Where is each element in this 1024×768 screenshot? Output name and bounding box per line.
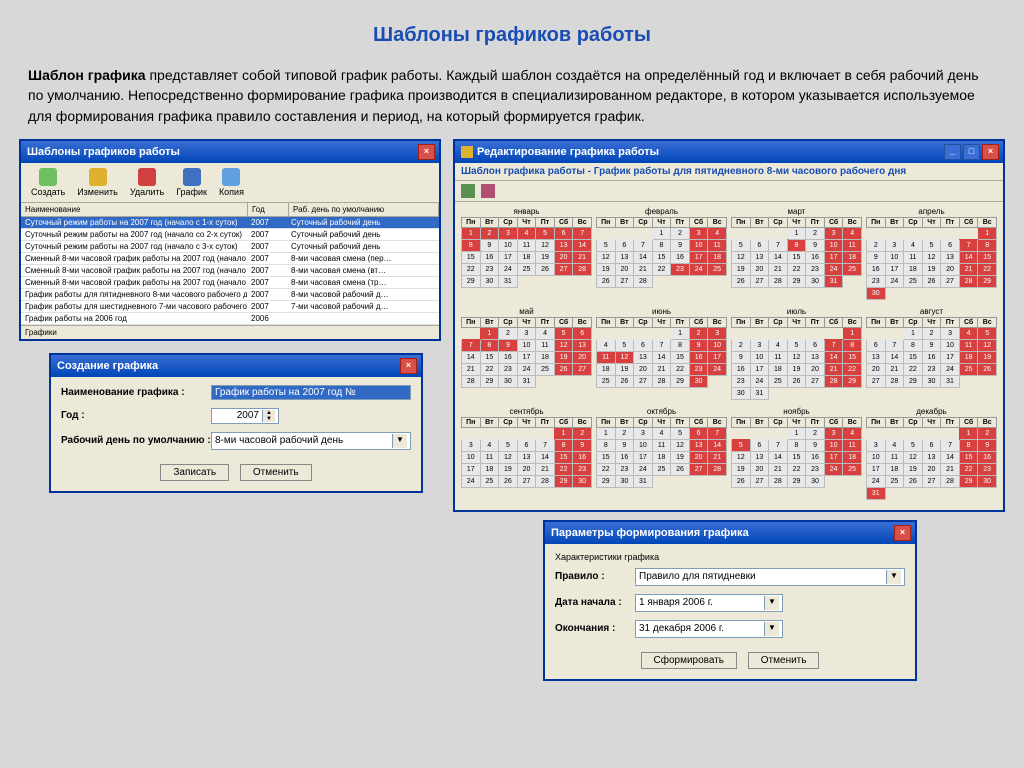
- chevron-down-icon[interactable]: ▼: [764, 596, 779, 610]
- create-titlebar[interactable]: Создание графика ×: [51, 355, 421, 377]
- templates-table: Наименование Год Раб. день по умолчанию …: [21, 203, 439, 325]
- editor-window: Редактирование графика работы _ □ × Шабл…: [454, 140, 1004, 511]
- label-name: Наименование графика :: [61, 387, 211, 398]
- table-row[interactable]: Суточный режим работы на 2007 год (начал…: [21, 229, 439, 241]
- templates-titlebar[interactable]: Шаблоны графиков работы ×: [21, 141, 439, 163]
- month-июнь: июньПнВтСрЧтПтСбВс1234567891011121314151…: [596, 306, 727, 400]
- status-bar: Графики: [21, 325, 439, 339]
- create-dialog: Создание графика × Наименование графика …: [50, 354, 422, 492]
- tool-icon[interactable]: [481, 184, 495, 198]
- rule-select[interactable]: Правило для пятидневки ▼: [635, 568, 905, 586]
- toolbar-Изменить[interactable]: Изменить: [71, 166, 124, 199]
- params-subtitle: Характеристики графика: [555, 552, 905, 562]
- label-default-day: Рабочий день по умолчанию :: [61, 435, 211, 446]
- cancel-button[interactable]: Отменить: [748, 652, 820, 669]
- col-year[interactable]: Год: [248, 203, 289, 216]
- table-row[interactable]: Суточный режим работы на 2007 год (начал…: [21, 241, 439, 253]
- editor-desc: Шаблон графика работы - График работы дл…: [455, 163, 1003, 181]
- description: Шаблон графика представляет собой типово…: [0, 65, 1024, 140]
- chevron-down-icon[interactable]: ▼: [764, 622, 779, 636]
- month-февраль: февральПнВтСрЧтПтСбВс1234567891011121314…: [596, 206, 727, 300]
- label-year: Год :: [61, 410, 211, 421]
- params-dialog: Параметры формирования графика × Характе…: [544, 521, 916, 680]
- maximize-icon[interactable]: □: [963, 144, 980, 160]
- toolbar-Удалить[interactable]: Удалить: [124, 166, 170, 199]
- name-input[interactable]: График работы на 2007 год №: [211, 385, 411, 400]
- templates-window: Шаблоны графиков работы × СоздатьИзменит…: [20, 140, 440, 340]
- params-titlebar[interactable]: Параметры формирования графика ×: [545, 522, 915, 544]
- label-rule: Правило :: [555, 571, 635, 582]
- table-row[interactable]: Сменный 8-ми часовой график работы на 20…: [21, 277, 439, 289]
- label-end: Окончания :: [555, 623, 635, 634]
- toolbar-Копия[interactable]: Копия: [213, 166, 250, 199]
- page-title: Шаблоны графиков работы: [0, 0, 1024, 65]
- toolbar-График[interactable]: График: [170, 166, 213, 199]
- minimize-icon[interactable]: _: [944, 144, 961, 160]
- month-август: августПнВтСрЧтПтСбВс12345678910111213141…: [866, 306, 997, 400]
- chevron-down-icon[interactable]: ▼: [886, 570, 901, 584]
- month-май: майПнВтСрЧтПтСбВс12345678910111213141516…: [461, 306, 592, 400]
- cancel-button[interactable]: Отменить: [240, 464, 312, 481]
- col-day[interactable]: Раб. день по умолчанию: [289, 203, 439, 216]
- table-row[interactable]: Сменный 8-ми часовой график работы на 20…: [21, 253, 439, 265]
- close-icon[interactable]: ×: [418, 144, 435, 160]
- month-декабрь: декабрьПнВтСрЧтПтСбВс1234567891011121314…: [866, 406, 997, 500]
- month-октябрь: октябрьПнВтСрЧтПтСбВс1234567891011121314…: [596, 406, 727, 500]
- month-сентябрь: сентябрьПнВтСрЧтПтСбВс123456789101112131…: [461, 406, 592, 500]
- table-row[interactable]: График работы на 2006 год2006: [21, 313, 439, 325]
- editor-titlebar[interactable]: Редактирование графика работы _ □ ×: [455, 141, 1003, 163]
- start-date-input[interactable]: 1 января 2006 г. ▼: [635, 594, 783, 612]
- table-row[interactable]: График работы для пятидневного 8-ми часо…: [21, 289, 439, 301]
- end-date-input[interactable]: 31 декабря 2006 г. ▼: [635, 620, 783, 638]
- table-row[interactable]: Сменный 8-ми часовой график работы на 20…: [21, 265, 439, 277]
- month-июль: июльПнВтСрЧтПтСбВс1234567891011121314151…: [731, 306, 862, 400]
- month-апрель: апрельПнВтСрЧтПтСбВс12345678910111213141…: [866, 206, 997, 300]
- save-button[interactable]: Записать: [160, 464, 229, 481]
- toolbar-Создать[interactable]: Создать: [25, 166, 71, 199]
- month-ноябрь: ноябрьПнВтСрЧтПтСбВс12345678910111213141…: [731, 406, 862, 500]
- tool-icon[interactable]: [461, 184, 475, 198]
- close-icon[interactable]: ×: [400, 358, 417, 374]
- generate-button[interactable]: Сформировать: [641, 652, 738, 669]
- month-январь: январьПнВтСрЧтПтСбВс12345678910111213141…: [461, 206, 592, 300]
- month-март: мартПнВтСрЧтПтСбВс1234567891011121314151…: [731, 206, 862, 300]
- default-day-select[interactable]: 8-ми часовой рабочий день ▼: [211, 432, 411, 450]
- close-icon[interactable]: ×: [982, 144, 999, 160]
- chevron-down-icon[interactable]: ▼: [392, 434, 407, 448]
- editor-toolbar: [455, 181, 1003, 202]
- label-start: Дата начала :: [555, 597, 635, 608]
- table-row[interactable]: График работы для шестидневного 7-ми час…: [21, 301, 439, 313]
- col-name[interactable]: Наименование: [21, 203, 248, 216]
- year-input[interactable]: 2007 ▲▼: [211, 408, 279, 424]
- templates-toolbar: СоздатьИзменитьУдалитьГрафикКопия: [21, 163, 439, 203]
- close-icon[interactable]: ×: [894, 525, 911, 541]
- table-row[interactable]: Суточный режим работы на 2007 год (начал…: [21, 217, 439, 229]
